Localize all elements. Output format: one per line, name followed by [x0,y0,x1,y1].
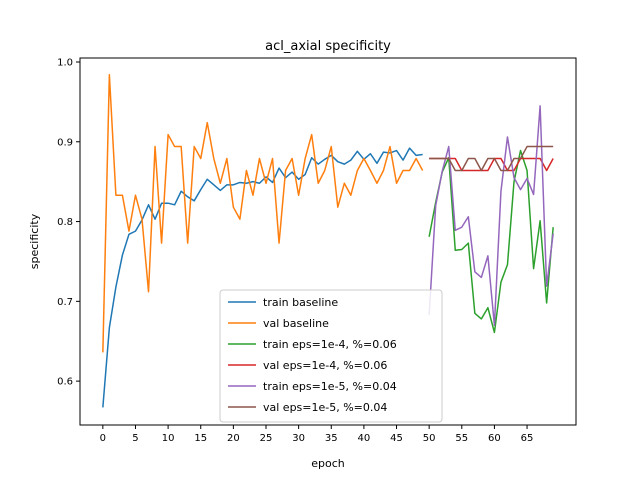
y-axis-label: specificity [28,213,41,269]
x-axis: 0 5 10 15 20 25 30 35 40 45 50 55 60 65 [100,425,534,444]
x-tick-label: 10 [162,433,175,444]
plot-frame [79,57,577,426]
legend: train baseline val baseline train eps=1e-4… [219,289,443,423]
legend-entry: val baseline [263,317,329,330]
y-axis: 0.6 0.7 0.8 0.9 1.0 [57,57,80,388]
y-tick-label: 0.9 [57,137,73,148]
chart-title: acl_axial specificity [265,39,391,54]
x-axis-label: epoch [311,457,345,470]
legend-entry: val eps=1e-5, %=0.04 [263,401,387,414]
legend-entry: train eps=1e-4, %=0.06 [263,338,397,351]
y-tick-label: 0.8 [57,217,73,228]
legend-entry: train baseline [263,296,338,309]
series-layer [102,74,554,408]
y-tick-label: 1.0 [57,57,73,68]
x-tick-label: 50 [423,433,436,444]
series-line-1 [102,147,423,408]
x-tick-label: 20 [227,433,240,444]
x-tick-label: 30 [292,433,305,444]
x-tick-label: 15 [194,433,207,444]
x-tick-label: 40 [358,433,371,444]
x-tick-label: 55 [455,433,468,444]
x-tick-label: 0 [100,433,106,444]
series-line-2 [102,74,424,353]
x-tick-label: 5 [132,433,138,444]
series-line-3 [428,149,554,334]
legend-box [219,289,443,423]
series-line-6 [429,145,554,172]
x-tick-label: 65 [521,433,534,444]
x-tick-label: 60 [488,433,501,444]
legend-entry: val eps=1e-4, %=0.06 [263,359,387,372]
y-tick-label: 0.6 [57,377,73,388]
y-tick-label: 0.7 [57,297,73,308]
x-tick-label: 45 [390,433,403,444]
x-tick-label: 25 [260,433,273,444]
plot-area [79,57,577,426]
legend-entry: train eps=1e-5, %=0.04 [263,380,397,393]
x-tick-label: 35 [325,433,338,444]
